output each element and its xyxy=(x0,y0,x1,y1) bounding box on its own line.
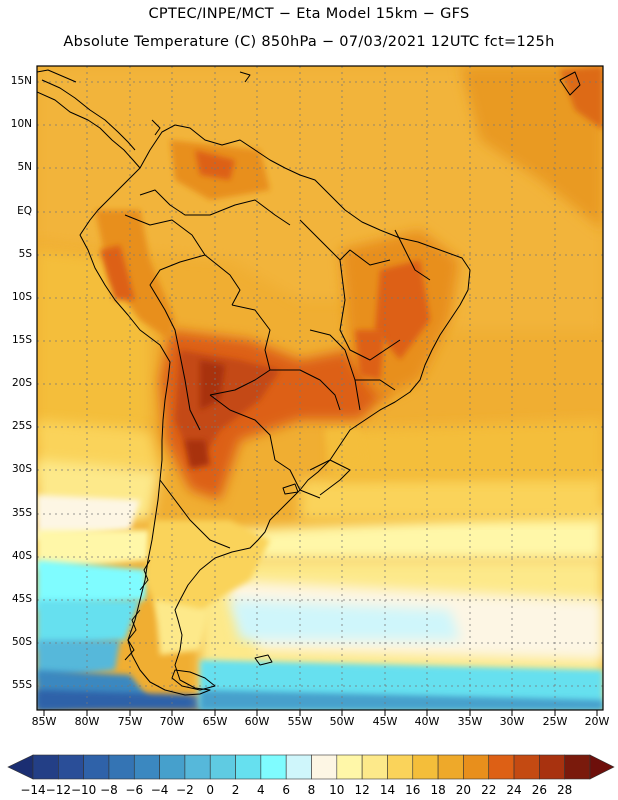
lat-label: 10N xyxy=(10,118,32,130)
colorbar-swatch xyxy=(235,754,262,780)
colorbar-label: −8 xyxy=(100,783,118,797)
colorbar-swatch xyxy=(361,754,388,780)
colorbar-swatch xyxy=(412,754,439,780)
colorbar-swatch xyxy=(285,754,312,780)
lat-label: 5N xyxy=(17,161,32,173)
lon-label: 30W xyxy=(499,715,525,728)
lat-label: 15S xyxy=(11,334,32,346)
lon-label: 75W xyxy=(117,715,143,728)
lon-label: 80W xyxy=(74,715,100,728)
lat-label: 5S xyxy=(18,248,32,260)
colorbar-label: 4 xyxy=(257,783,265,797)
colorbar-swatch xyxy=(159,754,186,780)
colorbar-swatch xyxy=(387,754,414,780)
colorbar-label: −6 xyxy=(125,783,144,797)
lon-label: 65W xyxy=(202,715,228,728)
lon-label: 60W xyxy=(244,715,270,728)
lat-label: 40S xyxy=(11,550,32,562)
coastlines xyxy=(37,69,581,696)
lat-label: 35S xyxy=(11,507,32,519)
lat-label: 20S xyxy=(11,377,32,389)
colorbar-label: 10 xyxy=(329,783,345,797)
temperature-field xyxy=(37,66,603,710)
lon-label: 20W xyxy=(584,715,610,728)
lon-label: 85W xyxy=(31,715,57,728)
lon-label: 40W xyxy=(414,715,440,728)
colorbar-swatch xyxy=(463,754,490,780)
lat-label: 10S xyxy=(11,291,32,303)
colorbar-label: −4 xyxy=(150,783,169,797)
lat-lon-grid xyxy=(37,66,603,710)
lat-label: 50S xyxy=(11,636,32,648)
colorbar xyxy=(7,754,615,780)
colorbar-swatch xyxy=(437,754,464,780)
colorbar-high-arrow xyxy=(589,754,615,780)
lat-label: 15N xyxy=(10,75,32,87)
colorbar-swatch xyxy=(336,754,363,780)
colorbar-swatch xyxy=(108,754,135,780)
colorbar-low-arrow xyxy=(7,754,34,780)
colorbar-label: 0 xyxy=(206,783,215,797)
colorbar-swatch xyxy=(311,754,338,780)
lon-label: 55W xyxy=(287,715,313,728)
colorbar-label: −10 xyxy=(70,783,97,797)
colorbar-label: 20 xyxy=(455,783,472,797)
lat-label: 25S xyxy=(11,420,32,432)
lat-label: 55S xyxy=(11,679,32,691)
colorbar-label: 16 xyxy=(405,783,421,797)
lat-label: 30S xyxy=(11,463,32,475)
lon-label: 25W xyxy=(542,715,568,728)
colorbar-swatch xyxy=(539,754,565,780)
colorbar-label: −2 xyxy=(176,783,194,797)
lon-label: 35W xyxy=(457,715,483,728)
colorbar-swatch xyxy=(260,754,287,780)
colorbar-swatch xyxy=(184,754,211,780)
lon-label: 45W xyxy=(372,715,398,728)
colorbar-label: −12 xyxy=(45,783,71,797)
lat-label: EQ xyxy=(17,205,32,217)
colorbar-swatch xyxy=(133,754,160,780)
tick-marks xyxy=(43,710,598,716)
colorbar-label: 14 xyxy=(379,783,396,797)
lon-label: 50W xyxy=(329,715,355,728)
colorbar-swatch xyxy=(564,754,591,780)
colorbar-label: 18 xyxy=(430,783,446,797)
lon-label: 70W xyxy=(159,715,185,728)
colorbar-label: 8 xyxy=(307,783,316,797)
colorbar-swatch xyxy=(58,754,84,780)
map-subtitle: Absolute Temperature (C) 850hPa − 07/03/… xyxy=(63,34,555,50)
lat-label: 45S xyxy=(11,593,32,605)
colorbar-label: 22 xyxy=(481,783,497,797)
map-title: CPTEC/INPE/MCT − Eta Model 15km − GFS xyxy=(148,6,470,22)
colorbar-swatch xyxy=(209,754,236,780)
colorbar-swatch xyxy=(83,754,110,780)
colorbar-label: 28 xyxy=(557,783,573,797)
colorbar-swatch xyxy=(488,754,515,780)
colorbar-label: −14 xyxy=(20,783,46,797)
colorbar-swatch xyxy=(32,754,59,780)
colorbar-label: 26 xyxy=(531,783,547,797)
colorbar-label: 6 xyxy=(282,783,290,797)
colorbar-label: 12 xyxy=(354,783,370,797)
colorbar-label: 2 xyxy=(231,783,240,797)
map-frame xyxy=(36,65,604,711)
colorbar-label: 24 xyxy=(506,783,522,797)
colorbar-swatch xyxy=(513,754,540,780)
